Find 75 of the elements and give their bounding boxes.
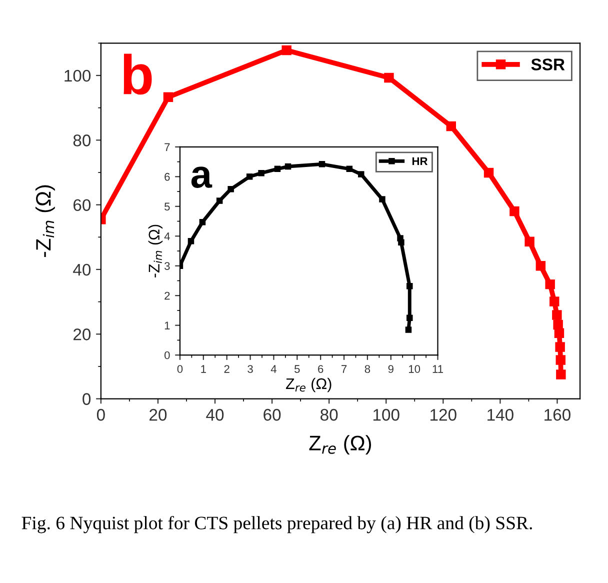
point [228, 186, 234, 192]
x-tick-label: 9 [388, 365, 394, 373]
x-tick-label: 7 [341, 365, 347, 373]
y-tick-label: 5 [164, 202, 170, 211]
x-tick-label: 40 [206, 408, 224, 421]
x-tick-label: 0 [177, 365, 183, 373]
point [163, 92, 174, 102]
point [556, 355, 566, 365]
x-tick-label: 60 [264, 408, 281, 421]
y-axis-title: -Z$_{im}$ (Ω) [35, 185, 55, 258]
y-tick-label: 60 [74, 199, 91, 211]
x-tick-label: 120 [430, 408, 456, 421]
x-tick-label: 100 [373, 408, 400, 421]
x-tick-label: 4 [270, 365, 276, 373]
x-tick-label: 80 [320, 408, 338, 421]
x-tick-label: 3 [248, 365, 253, 373]
y-axis-title: -Z$_{im}$ (Ω) [148, 224, 163, 278]
point [552, 310, 562, 320]
x-axis-title: Z$_{re}$ (Ω) [309, 435, 372, 455]
point [406, 282, 413, 290]
x-tick-label: 8 [364, 365, 370, 373]
x-tick-label: 10 [408, 365, 420, 373]
x-tick-label: 5 [294, 365, 300, 373]
x-tick-label: 160 [544, 408, 570, 421]
point [484, 168, 494, 178]
x-tick-label: 0 [96, 408, 105, 421]
x-tick-label: 6 [318, 365, 324, 373]
point [246, 174, 253, 180]
x-tick-label: 140 [488, 408, 514, 421]
point [398, 239, 404, 246]
point [284, 163, 292, 170]
point [553, 320, 563, 330]
point [555, 342, 565, 352]
y-tick-label: 40 [73, 264, 91, 276]
point [358, 171, 364, 178]
point [258, 170, 264, 176]
y-tick-label: 4 [164, 232, 170, 240]
x-tick-label: 1 [201, 365, 206, 373]
point [384, 72, 394, 83]
point [554, 328, 564, 338]
point [524, 236, 534, 247]
point [405, 326, 412, 333]
point [510, 206, 520, 216]
point [556, 370, 566, 380]
point [550, 296, 560, 306]
y-tick-label: 7 [164, 143, 170, 151]
point [199, 219, 206, 226]
point [406, 314, 413, 322]
annotation: a [191, 166, 212, 188]
y-tick-label: 3 [164, 262, 170, 270]
point [346, 166, 353, 172]
y-tick-label: 20 [74, 328, 91, 340]
legend-label: HR [412, 157, 428, 165]
x-tick-label: 11 [432, 365, 443, 373]
y-tick-label: 100 [64, 70, 91, 82]
x-tick-label: 2 [224, 365, 230, 373]
point [545, 279, 555, 290]
point [188, 238, 194, 244]
caption: Fig. 6 Nyquist plot for CTS pellets prepared by (a) HR and (b) SSR. [22, 516, 532, 534]
point [216, 198, 223, 204]
point [318, 161, 326, 168]
point [274, 166, 281, 172]
y-tick-label: 0 [82, 393, 91, 405]
annotation: b [124, 54, 152, 95]
x-axis-title: Z$_{re}$ (Ω) [286, 378, 332, 392]
y-tick-label: 0 [164, 351, 170, 360]
point [282, 45, 292, 56]
legend-label: SSR [531, 58, 565, 70]
point [379, 196, 386, 202]
y-tick-label: 6 [164, 172, 170, 181]
y-tick-label: 2 [164, 292, 170, 300]
point [536, 261, 546, 271]
y-tick-label: 1 [164, 322, 170, 330]
point [446, 121, 456, 132]
y-tick-label: 80 [73, 134, 91, 146]
